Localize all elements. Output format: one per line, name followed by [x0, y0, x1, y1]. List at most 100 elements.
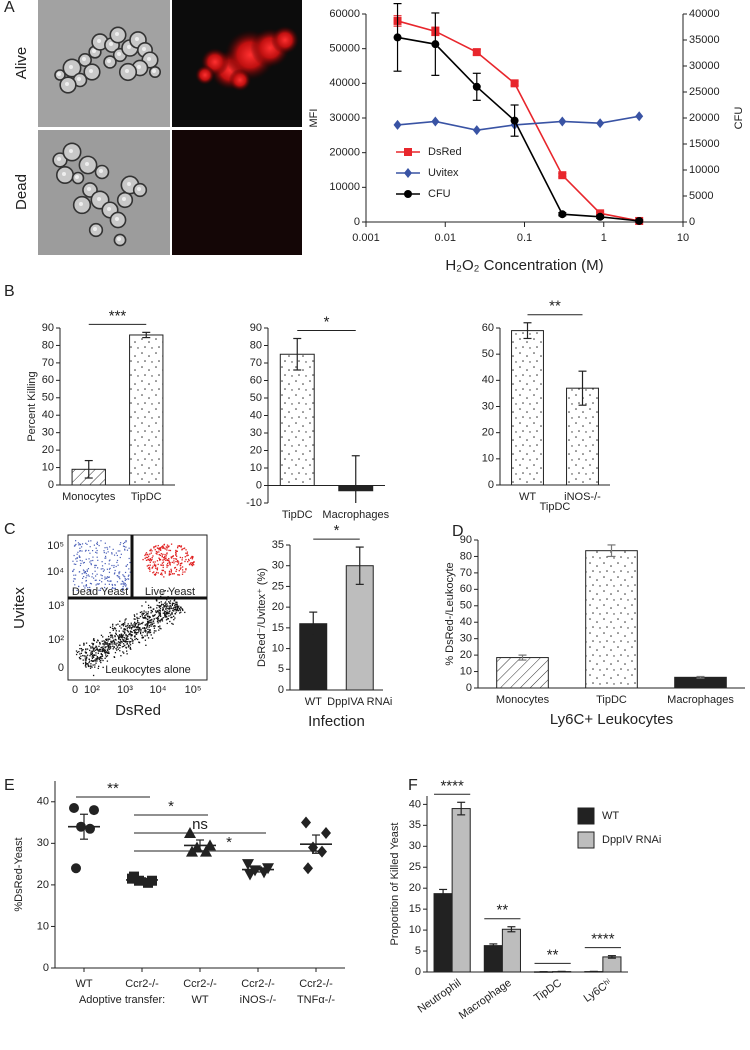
flow-event: [102, 666, 104, 669]
error-bar: [351, 455, 360, 503]
flow-event: [168, 601, 170, 603]
y-tick-label: 80: [42, 339, 54, 351]
cell-center: [65, 82, 69, 86]
flow-event: [153, 627, 156, 629]
flow-event: [161, 593, 164, 595]
flow-event: [177, 545, 179, 547]
flow-event: [176, 550, 178, 552]
flow-event: [94, 660, 96, 662]
flow-event: [115, 552, 117, 554]
flow-event: [94, 579, 96, 581]
flow-event: [79, 543, 81, 545]
flow-event: [128, 640, 130, 643]
bar: [483, 945, 503, 973]
flow-event: [92, 655, 94, 658]
flow-event: [106, 660, 109, 662]
flow-event: [161, 618, 163, 620]
flow-event: [134, 630, 136, 632]
flow-event: [142, 637, 144, 639]
flow-event: [173, 608, 176, 611]
flow-event: [106, 643, 109, 645]
marker: [242, 859, 254, 871]
flow-event: [129, 644, 132, 646]
marker: [558, 210, 567, 219]
flow-event: [187, 554, 189, 556]
flow-event: [118, 638, 120, 640]
flow-event: [147, 631, 149, 633]
y-tick-label: 10: [42, 461, 54, 473]
flow-event: [171, 602, 174, 604]
flow-event: [101, 565, 104, 567]
flow-event: [113, 554, 116, 556]
flow-event: [88, 558, 90, 560]
flow-event: [167, 607, 169, 610]
bar: [433, 893, 453, 973]
flow-event: [156, 569, 159, 571]
flow-event: [104, 562, 106, 565]
flow-event: [107, 648, 109, 650]
flow-event: [121, 589, 124, 591]
flow-event: [125, 640, 127, 642]
flow-event: [120, 553, 122, 555]
flow-event: [161, 574, 163, 576]
flow-event: [154, 610, 157, 612]
flow-event: [164, 606, 166, 608]
flow-event: [132, 624, 134, 626]
flow-event: [113, 566, 115, 568]
flow-event: [123, 640, 125, 642]
flow-event: [136, 623, 138, 625]
flow-event: [114, 638, 117, 641]
flow-event: [123, 639, 125, 641]
marker: [69, 803, 79, 814]
flow-event: [169, 604, 171, 607]
flow-event: [166, 566, 168, 568]
flow-event: [162, 559, 164, 561]
flow-event: [177, 561, 179, 563]
flow-event: [111, 587, 113, 590]
flow-event: [103, 569, 105, 571]
error-bar: [293, 337, 302, 371]
flow-event: [73, 563, 75, 565]
flow-event: [138, 617, 140, 620]
flow-event: [141, 613, 143, 615]
flow-event: [144, 624, 146, 626]
group-label: TipDC: [540, 501, 571, 513]
fluorescent-cell: [195, 65, 215, 85]
flow-event: [156, 567, 159, 569]
flow-event: [123, 545, 126, 548]
flow-event: [145, 617, 147, 620]
flow-event: [93, 650, 95, 652]
y-tick-label: 10: [482, 453, 494, 465]
flow-event: [122, 630, 124, 632]
flow-event: [171, 603, 174, 605]
flow-event: [176, 607, 178, 610]
flow-event: [162, 566, 164, 569]
flow-event: [73, 578, 75, 580]
flow-event: [147, 555, 150, 557]
flow-event: [115, 633, 118, 636]
flow-event: [112, 640, 114, 642]
y-axis-label: Proportion of Killed Yeast: [389, 823, 401, 946]
flow-event: [162, 564, 164, 566]
flow-event: [92, 559, 94, 562]
flow-event: [168, 574, 170, 576]
flow-event: [193, 564, 195, 566]
flow-event: [160, 628, 162, 630]
flow-event: [168, 561, 171, 563]
flow-event: [76, 651, 79, 654]
flow-event: [151, 622, 153, 624]
flow-event: [167, 559, 170, 562]
flow-event: [168, 545, 170, 547]
x-tick-label: 10: [677, 232, 689, 244]
flow-event: [164, 559, 167, 561]
flow-event: [168, 549, 170, 552]
flow-event: [85, 657, 88, 659]
flow-event: [109, 643, 111, 645]
flow-event: [150, 625, 152, 627]
marker: [85, 823, 95, 834]
flow-event: [108, 644, 110, 646]
flow-event: [146, 624, 149, 626]
flow-event: [175, 555, 178, 557]
flow-event: [149, 558, 151, 560]
flow-event: [164, 555, 166, 558]
